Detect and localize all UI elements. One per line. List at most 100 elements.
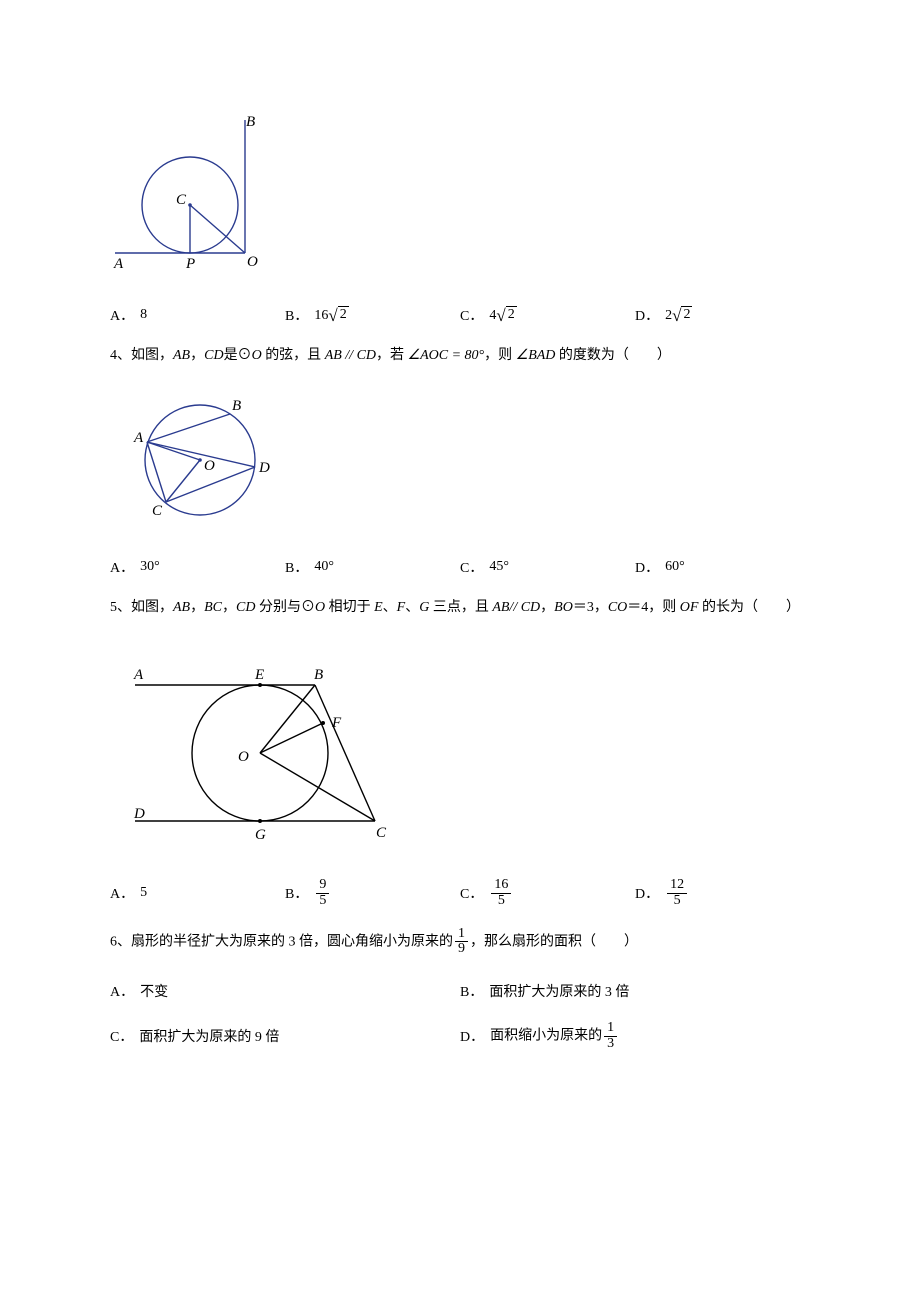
t: 是⊙ bbox=[224, 348, 252, 363]
t: 相切于 bbox=[325, 600, 374, 615]
option-label: C． bbox=[460, 883, 483, 903]
option-value: 8 bbox=[140, 307, 147, 323]
option-label: A． bbox=[110, 883, 134, 903]
option-value: 16√2 bbox=[314, 306, 348, 324]
option-value: 9 5 bbox=[316, 878, 329, 908]
t: 如图， bbox=[131, 348, 173, 363]
q4-option-C[interactable]: C． 45° bbox=[460, 557, 635, 577]
option-value: 45° bbox=[489, 559, 509, 575]
option-label: C． bbox=[460, 305, 483, 325]
q-number: 4、 bbox=[110, 348, 131, 363]
q3-option-D[interactable]: D． 2√2 bbox=[635, 305, 810, 325]
option-label: A． bbox=[110, 305, 134, 325]
q5-label-E: E bbox=[254, 667, 264, 683]
q5-label-B: B bbox=[314, 667, 323, 683]
q5-label-O: O bbox=[238, 749, 249, 765]
t: E bbox=[374, 600, 383, 615]
option-value: 5 bbox=[140, 885, 147, 901]
option-label: D． bbox=[635, 305, 659, 325]
option-label: C． bbox=[460, 557, 483, 577]
q4-option-A[interactable]: A． 30° bbox=[110, 557, 285, 577]
t: ∠AOC = 80° bbox=[408, 348, 485, 363]
t: ＝3， bbox=[573, 600, 608, 615]
q3-figure: B C A P O bbox=[110, 110, 810, 285]
t: AB // CD bbox=[325, 348, 376, 363]
q4-option-D[interactable]: D． 60° bbox=[635, 557, 810, 577]
t: BO bbox=[554, 600, 573, 615]
q5-option-B[interactable]: B． 9 5 bbox=[285, 878, 460, 908]
q3-label-O: O bbox=[247, 254, 258, 270]
q5-option-D[interactable]: D． 12 5 bbox=[635, 878, 810, 908]
t: 的弦，且 bbox=[262, 348, 325, 363]
q5-label-F: F bbox=[331, 715, 342, 731]
t: AB// CD bbox=[492, 600, 540, 615]
option-label: B． bbox=[285, 883, 308, 903]
q3-option-A[interactable]: A． 8 bbox=[110, 305, 285, 325]
q5-text: 5、如图，AB，BC，CD 分别与⊙O 相切于 E、F、G 三点，且 AB// … bbox=[110, 595, 810, 622]
q4-text: 4、如图，AB，CD是⊙O 的弦，且 AB // CD，若 ∠AOC = 80°… bbox=[110, 343, 810, 370]
option-value: 4√2 bbox=[489, 306, 516, 324]
q6-option-C[interactable]: C． 面积扩大为原来的 9 倍 bbox=[110, 1011, 460, 1061]
q4-label-C: C bbox=[152, 503, 163, 519]
option-label: B． bbox=[460, 981, 483, 1001]
option-label: A． bbox=[110, 981, 134, 1001]
t: ，若 bbox=[376, 348, 408, 363]
t: 、 bbox=[405, 600, 419, 615]
q6-options: A． 不变 B． 面积扩大为原来的 3 倍 C． 面积扩大为原来的 9 倍 D．… bbox=[110, 971, 810, 1061]
t: ， bbox=[540, 600, 554, 615]
t: ，则 bbox=[484, 348, 516, 363]
t: ∠BAD bbox=[516, 348, 556, 363]
option-value: 40° bbox=[314, 559, 334, 575]
t: ， bbox=[190, 600, 204, 615]
t: AB bbox=[173, 348, 190, 363]
q4-label-D: D bbox=[258, 460, 270, 476]
q4-svg: A B O D C bbox=[110, 382, 290, 532]
q5-label-G: G bbox=[255, 827, 266, 843]
q4-figure: A B O D C bbox=[110, 382, 810, 537]
t: O bbox=[315, 600, 325, 615]
q3-label-B: B bbox=[246, 114, 255, 130]
option-value: 不变 bbox=[140, 981, 168, 1001]
q3-option-C[interactable]: C． 4√2 bbox=[460, 305, 635, 325]
option-value: 面积扩大为原来的 9 倍 bbox=[139, 1026, 279, 1046]
q5-option-A[interactable]: A． 5 bbox=[110, 878, 285, 908]
option-label: D． bbox=[460, 1026, 484, 1046]
t: BC bbox=[204, 600, 222, 615]
q5-label-C: C bbox=[376, 825, 387, 841]
q5-label-D: D bbox=[133, 806, 145, 822]
option-value: 2√2 bbox=[665, 306, 692, 324]
q3-label-P: P bbox=[185, 256, 195, 272]
q3-option-B[interactable]: B． 16√2 bbox=[285, 305, 460, 325]
q6-option-A[interactable]: A． 不变 bbox=[110, 971, 460, 1011]
t: OF bbox=[680, 600, 699, 615]
q5-figure: A E B F O D G C bbox=[110, 643, 810, 858]
option-label: D． bbox=[635, 557, 659, 577]
t: 、 bbox=[383, 600, 397, 615]
t: G bbox=[419, 600, 429, 615]
q3-options: A． 8 B． 16√2 C． 4√2 D． 2√2 bbox=[110, 305, 810, 325]
t: 的长为（ ） bbox=[698, 600, 800, 615]
q5-options: A． 5 B． 9 5 C． 16 5 D． 12 5 bbox=[110, 878, 810, 908]
q6-option-D[interactable]: D． 面积缩小为原来的 1 3 bbox=[460, 1011, 810, 1061]
q4-label-B: B bbox=[232, 398, 241, 414]
q3-svg: B C A P O bbox=[110, 110, 280, 280]
q4-options: A． 30° B． 40° C． 45° D． 60° bbox=[110, 557, 810, 577]
option-label: D． bbox=[635, 883, 659, 903]
q3-label-A: A bbox=[113, 256, 124, 272]
t: AB bbox=[173, 600, 190, 615]
page: B C A P O A． 8 B． 16√2 C． 4√2 D． 2√2 bbox=[0, 0, 920, 1139]
q-number: 6、 bbox=[110, 934, 131, 949]
t: 扇形的半径扩大为原来的 3 倍，圆心角缩小为原来的 bbox=[131, 934, 453, 949]
q4-option-B[interactable]: B． 40° bbox=[285, 557, 460, 577]
t: 分别与⊙ bbox=[255, 600, 315, 615]
q-number: 5、 bbox=[110, 600, 131, 615]
q5-svg: A E B F O D G C bbox=[110, 643, 410, 853]
q6-text: 6、扇形的半径扩大为原来的 3 倍，圆心角缩小为原来的 1 9 ，那么扇形的面积… bbox=[110, 927, 810, 957]
q6-option-B[interactable]: B． 面积扩大为原来的 3 倍 bbox=[460, 971, 810, 1011]
option-value: 面积缩小为原来的 1 3 bbox=[490, 1021, 619, 1051]
t: F bbox=[397, 600, 406, 615]
option-value: 面积扩大为原来的 3 倍 bbox=[489, 981, 629, 1001]
t: 的度数为（ ） bbox=[555, 348, 671, 363]
t: ，那么扇形的面积（ ） bbox=[470, 934, 638, 949]
q5-option-C[interactable]: C． 16 5 bbox=[460, 878, 635, 908]
